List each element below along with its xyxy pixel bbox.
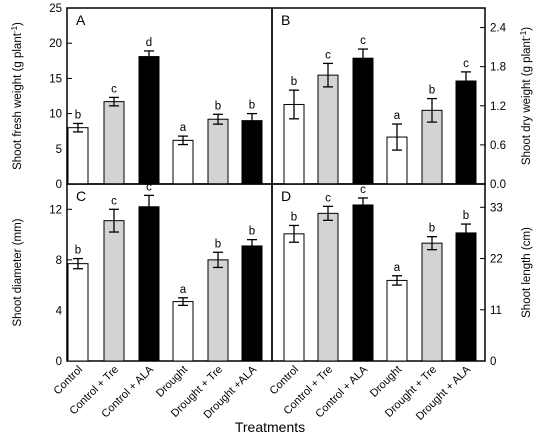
y-tick-label: 8 xyxy=(56,255,62,267)
x-tick-label: Control xyxy=(268,364,302,398)
y-tick-label: 1.2 xyxy=(490,101,506,113)
y-axis-title-text: Shoot dry weight (g plant xyxy=(521,37,533,165)
significance-letter: b xyxy=(429,85,435,97)
y-axis-title: Shoot diameter (mm) xyxy=(12,218,24,326)
significance-letter: c xyxy=(360,184,366,196)
panel-frame xyxy=(66,7,273,185)
significance-letter: a xyxy=(394,262,401,274)
bar xyxy=(241,245,263,362)
y-axis-title-end: ) xyxy=(12,22,24,26)
y-tick-label: 5 xyxy=(56,144,62,156)
significance-letter: b xyxy=(75,245,81,257)
y-axis-title-end: ) xyxy=(521,27,533,31)
y-axis-title-text: Shoot fresh weight (g plant xyxy=(12,32,24,170)
significance-letter: c xyxy=(325,49,331,61)
y-tick-label: 0 xyxy=(56,179,62,191)
significance-letter: b xyxy=(429,223,435,235)
significance-letter: b xyxy=(215,238,221,250)
significance-letter: b xyxy=(215,100,221,112)
significance-letter: a xyxy=(180,284,187,296)
y-tick-label: 15 xyxy=(49,73,62,85)
y-axis-title: Shoot fresh weight (g plant-1) xyxy=(10,22,24,170)
bar xyxy=(241,120,263,185)
significance-letter: b xyxy=(463,210,469,222)
panel-letter: A xyxy=(76,12,86,28)
panel-frame xyxy=(271,183,486,362)
bar xyxy=(352,204,374,362)
significance-letter: b xyxy=(75,109,81,121)
y-axis-title: Shoot dry weight (g plant-1) xyxy=(519,27,533,165)
y-axis-title-text: Shoot diameter (mm) xyxy=(12,218,24,326)
y-axis-title-superscript: -1 xyxy=(519,30,528,38)
bar xyxy=(103,220,125,362)
bar xyxy=(317,212,339,362)
y-tick-label: 2.4 xyxy=(490,23,507,35)
significance-letter: c xyxy=(463,58,469,70)
x-axis-title: Treatments xyxy=(235,419,305,435)
bar xyxy=(138,206,160,362)
y-axis-title-superscript: -1 xyxy=(10,25,19,33)
significance-letter: c xyxy=(111,195,117,207)
bar xyxy=(172,139,194,185)
y-tick-label: 25 xyxy=(49,3,62,15)
panel-letter: D xyxy=(281,188,291,204)
panel-letter: B xyxy=(281,12,290,28)
bar xyxy=(386,279,408,362)
bar xyxy=(67,263,89,362)
significance-letter: b xyxy=(291,76,297,88)
significance-letter: c xyxy=(360,35,366,47)
x-tick-label: Control xyxy=(52,364,86,398)
bar xyxy=(283,233,305,362)
y-tick-label: 0 xyxy=(56,356,62,368)
y-tick-label: 0 xyxy=(490,356,496,368)
bar xyxy=(207,259,229,362)
bar xyxy=(138,56,160,185)
y-tick-label: 11 xyxy=(490,305,502,317)
y-tick-label: 33 xyxy=(490,202,503,214)
y-tick-label: 1.8 xyxy=(490,62,506,74)
bar xyxy=(317,74,339,185)
panel-frame xyxy=(66,183,273,362)
significance-letter: c xyxy=(146,181,152,193)
bar xyxy=(455,80,477,185)
panel-A: A 0 5 10 15 20 25 Shoot fresh weight (g plant-1… xyxy=(10,3,273,191)
significance-letter: a xyxy=(180,122,187,134)
bar xyxy=(67,127,89,185)
y-tick-label: 10 xyxy=(49,109,62,121)
bar xyxy=(421,242,443,362)
y-tick-label: 0.6 xyxy=(490,140,506,152)
significance-letter: c xyxy=(111,83,117,95)
panel-letter: C xyxy=(76,188,86,204)
bar xyxy=(103,101,125,185)
bar xyxy=(172,301,194,362)
y-tick-label: 20 xyxy=(49,38,62,50)
significance-letter: c xyxy=(325,192,331,204)
y-axis-title: Shoot length (cm) xyxy=(521,227,533,318)
significance-letter: d xyxy=(146,37,152,49)
significance-letter: b xyxy=(249,100,255,112)
significance-letter: b xyxy=(291,211,297,223)
significance-letter: b xyxy=(249,226,255,238)
panel-B: B 0.0 0.6 1.2 1.8 2.4 Shoot dry weight (g plan… xyxy=(271,7,533,191)
y-tick-label: 4 xyxy=(56,305,63,317)
bar xyxy=(455,232,477,362)
y-tick-label: 0.0 xyxy=(490,179,506,191)
bar xyxy=(352,57,374,185)
significance-letter: a xyxy=(394,110,401,122)
y-tick-label: 12 xyxy=(49,204,62,216)
y-tick-label: 22 xyxy=(490,254,503,266)
y-axis-title-text: Shoot length (cm) xyxy=(521,227,533,318)
bar xyxy=(207,118,229,185)
